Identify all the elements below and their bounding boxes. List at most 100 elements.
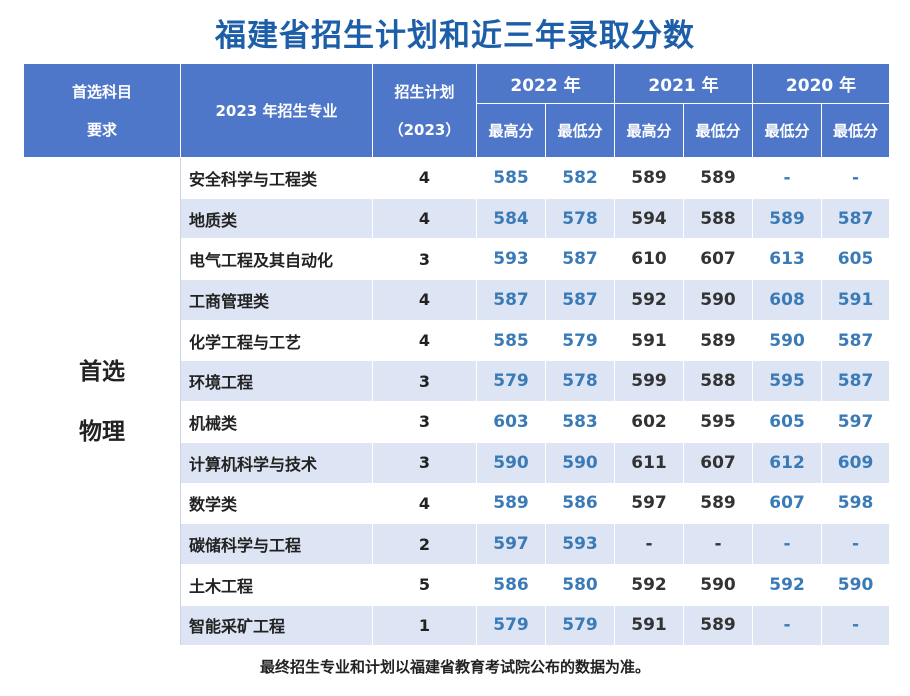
score-cell-y2021-max: 602	[614, 401, 685, 443]
score-cell-y2021-max: 592	[614, 563, 685, 606]
score-cell-y2021-max: 597	[614, 482, 685, 525]
score-cell-y2021-max: 592	[614, 279, 685, 321]
score-cell-y2020-a: 605	[752, 401, 823, 443]
major-cell: 计算机科学与技术	[180, 441, 373, 484]
table-row: 环境工程 3 579 578 599 588 595 587	[24, 360, 891, 403]
score-cell-y2020-b: -	[821, 157, 891, 199]
plan-cell: 4	[372, 482, 477, 525]
score-cell-y2020-a: 607	[752, 482, 823, 525]
table-row: 碳储科学与工程 2 597 593- - - -	[24, 523, 891, 565]
score-cell-y2020-b: 590	[821, 563, 891, 606]
score-cell-y2020-a: 589	[752, 197, 823, 240]
score-cell-y2022-min: 579	[544, 604, 616, 647]
score-cell-y2022-max: 597	[476, 523, 546, 565]
major-cell: 化学工程与工艺	[180, 319, 373, 362]
score-cell-y2021-min: 589	[683, 319, 754, 362]
header-subject-requirement: 首选科目 要求	[23, 63, 181, 158]
score-cell-y2022-max: 587	[476, 279, 546, 321]
score-cell-y2021-max: 594	[614, 197, 685, 240]
header-plan: 招生计划 （2023）	[372, 63, 477, 158]
score-cell-y2020-b: 605	[821, 238, 891, 281]
plan-cell: 5	[372, 563, 477, 606]
score-cell-y2020-b: 597	[821, 401, 891, 443]
score-cell-y2021-min: 588	[683, 360, 754, 403]
score-cell-y2022-min: 578	[544, 197, 616, 240]
table-row: 计算机科学与技术 3 590 590 611 607 612 609	[24, 441, 891, 484]
major-cell: 土木工程	[180, 563, 373, 606]
score-cell-y2022-min: 578	[544, 360, 616, 403]
admission-table: 首选科目 要求 2023 年招生专业 招生计划 （2023） 2022 年 20…	[23, 63, 891, 647]
score-cell-y2022-max: 593	[476, 238, 546, 281]
score-cell-y2022-max: 584	[476, 197, 546, 240]
score-cell-y2021-min: 590	[683, 563, 754, 606]
score-cell-y2020-a: -	[752, 157, 823, 199]
table-row: 工商管理类 4 587 587 592 590 608 591	[24, 279, 891, 321]
table-body: 首选 物理 安全科学与工程类 4 585 582 589 589- - 地质类 4 584 578 594…	[23, 156, 891, 647]
table-row: 化学工程与工艺 4 585 579 591 589 590 587	[24, 319, 891, 362]
score-cell-y2021-max: 599	[614, 360, 685, 403]
plan-cell: 3	[372, 360, 477, 403]
score-cell-y2022-max: 603	[476, 401, 546, 443]
score-cell-y2022-max: 579	[476, 604, 546, 647]
major-cell: 工商管理类	[180, 279, 373, 321]
major-cell: 碳储科学与工程	[180, 523, 373, 565]
plan-cell: 1	[372, 604, 477, 647]
score-cell-y2022-max: 585	[476, 157, 546, 199]
table-row: 首选 物理 安全科学与工程类 4 585 582 589 589- -	[23, 156, 891, 647]
subject-group-line2: 物理	[79, 418, 125, 445]
score-cell-y2022-max: 586	[476, 563, 546, 606]
header-year-2022: 2022 年	[475, 63, 616, 104]
major-cell: 地质类	[180, 197, 373, 240]
score-cell-y2020-b: -	[821, 604, 891, 647]
header-2022-max: 最高分	[476, 103, 546, 158]
score-cell-y2022-max: 590	[476, 441, 546, 484]
table-row: 机械类 3 603 583 602 595 605 597	[24, 401, 891, 443]
plan-cell: 3	[372, 401, 477, 443]
table-row: 数学类 4 589 586 597 589 607 598	[24, 482, 891, 525]
header-year-2020: 2020 年	[752, 63, 891, 104]
score-cell-y2021-min: -	[683, 523, 754, 565]
footer-note: 最终招生专业和计划以福建省教育考试院公布的数据为准。	[259, 658, 650, 676]
score-cell-y2020-b: 598	[821, 482, 891, 525]
plan-cell: 4	[372, 279, 477, 321]
score-cell-y2022-min: 587	[544, 238, 616, 281]
score-cell-y2020-b: -	[821, 523, 891, 565]
score-cell-y2021-max: -	[614, 523, 685, 565]
major-cell: 智能采矿工程	[180, 604, 373, 647]
score-cell-y2022-min: 579	[544, 319, 616, 362]
score-cell-y2020-b: 587	[821, 319, 891, 362]
score-cell-y2021-min: 589	[683, 157, 754, 199]
score-cell-y2020-a: -	[752, 523, 823, 565]
score-cell-y2020-a: 608	[752, 279, 823, 321]
subject-group-line1: 首选	[79, 358, 125, 385]
score-cell-y2020-b: 587	[821, 360, 891, 403]
score-cell-y2021-max: 591	[614, 319, 685, 362]
plan-cell: 4	[372, 197, 477, 240]
score-cell-y2020-a: 613	[752, 238, 823, 281]
major-cell: 安全科学与工程类	[180, 157, 373, 199]
score-cell-y2020-b: 591	[821, 279, 891, 321]
score-cell-y2020-a: 592	[752, 563, 823, 606]
subject-group-cell: 首选 物理	[23, 156, 181, 647]
header-2022-min: 最低分	[544, 103, 616, 158]
score-cell-y2022-min: 586	[544, 482, 616, 525]
score-cell-y2021-min: 588	[683, 197, 754, 240]
score-cell-y2022-min: 583	[544, 401, 616, 443]
score-cell-y2020-b: 609	[821, 441, 891, 484]
score-cell-y2021-min: 589	[683, 604, 754, 647]
table-row: 智能采矿工程 1 579 579 591 589- -	[24, 604, 891, 647]
score-cell-y2021-max: 589	[614, 157, 685, 199]
score-cell-y2020-a: -	[752, 604, 823, 647]
header-2020-a: 最低分	[752, 103, 823, 158]
score-cell-y2021-min: 607	[683, 238, 754, 281]
plan-cell: 4	[372, 319, 477, 362]
score-cell-y2022-max: 585	[476, 319, 546, 362]
score-cell-y2022-min: 590	[544, 441, 616, 484]
score-cell-y2021-min: 595	[683, 401, 754, 443]
score-cell-y2021-max: 611	[614, 441, 685, 484]
plan-cell: 2	[372, 523, 477, 565]
score-cell-y2021-max: 591	[614, 604, 685, 647]
table-row: 土木工程 5 586 580 592 590 592 590	[24, 563, 891, 606]
plan-cell: 3	[372, 441, 477, 484]
score-cell-y2022-max: 589	[476, 482, 546, 525]
